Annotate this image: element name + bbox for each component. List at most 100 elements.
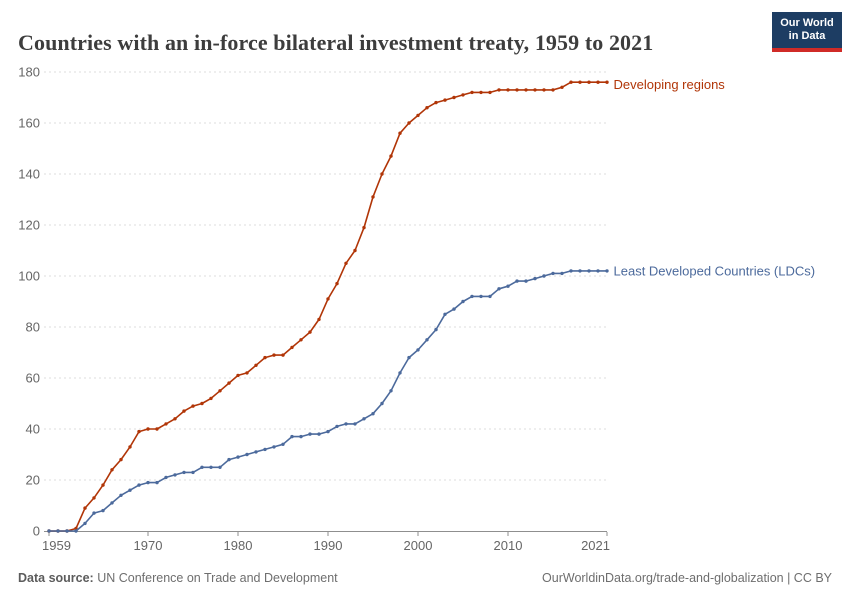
x-tick-label: 2021 xyxy=(581,538,610,553)
data-point xyxy=(47,529,51,533)
data-point xyxy=(434,100,438,105)
data-point xyxy=(245,452,249,457)
data-point xyxy=(92,511,96,515)
data-point xyxy=(488,90,492,95)
data-point xyxy=(101,483,105,487)
data-point xyxy=(119,493,123,497)
data-point xyxy=(155,480,159,485)
x-tick-label: 1980 xyxy=(224,538,253,553)
data-point xyxy=(533,88,537,92)
data-point xyxy=(524,88,528,92)
data-point xyxy=(182,470,186,475)
data-point xyxy=(560,85,564,90)
data-point xyxy=(452,307,456,311)
data-point xyxy=(335,424,339,429)
data-point xyxy=(290,434,294,439)
data-point xyxy=(578,269,582,273)
credit-link[interactable]: OurWorldinData.org/trade-and-globalizati… xyxy=(542,571,832,585)
series-label-least-developed-countries-ldcs: Least Developed Countries (LDCs) xyxy=(614,263,816,278)
series-developing-regions: Developing regions xyxy=(47,77,725,533)
data-point xyxy=(209,465,213,469)
data-point xyxy=(488,294,492,299)
data-point xyxy=(137,429,141,434)
data-point xyxy=(344,422,348,426)
data-point xyxy=(461,299,465,304)
data-point xyxy=(434,327,438,332)
data-point xyxy=(407,121,411,125)
data-point xyxy=(281,353,285,357)
y-tick-label: 40 xyxy=(26,422,40,437)
data-point xyxy=(398,371,402,375)
owid-logo-line1: Our World xyxy=(780,17,834,29)
data-point xyxy=(452,95,456,100)
data-point xyxy=(407,355,411,360)
data-point xyxy=(74,529,78,533)
y-axis-labels: 0 20 40 60 80 100 120 140 160 180 xyxy=(18,65,40,539)
data-point xyxy=(326,297,330,301)
data-point xyxy=(137,483,141,487)
data-point xyxy=(128,488,132,492)
series-line-developing-regions xyxy=(48,81,608,532)
x-axis-labels: 1959 1970 1980 1990 2000 2010 2021 xyxy=(42,538,610,553)
data-point xyxy=(542,274,546,278)
data-point xyxy=(164,475,168,480)
data-point xyxy=(272,445,276,449)
data-point xyxy=(200,401,204,406)
y-tick-label: 160 xyxy=(18,116,40,131)
data-point xyxy=(461,93,465,97)
y-tick-label: 60 xyxy=(26,371,40,386)
x-tick-label: 2010 xyxy=(494,538,523,553)
x-tick-label: 1970 xyxy=(134,538,163,553)
data-point xyxy=(596,80,600,84)
data-point xyxy=(308,330,312,334)
data-source-note: Data source: UN Conference on Trade and … xyxy=(18,571,338,585)
data-point xyxy=(236,373,240,378)
data-point xyxy=(272,353,276,357)
data-point xyxy=(506,284,510,288)
data-point xyxy=(281,442,285,446)
data-point xyxy=(587,269,591,273)
data-point xyxy=(479,294,483,299)
owid-logo[interactable]: Our World in Data xyxy=(772,12,842,52)
data-point xyxy=(587,80,591,84)
data-point xyxy=(389,389,393,393)
data-point xyxy=(515,279,519,283)
x-tick-label: 1959 xyxy=(42,538,71,553)
data-point xyxy=(470,294,474,299)
data-point xyxy=(83,521,87,526)
data-point xyxy=(605,269,609,273)
data-point xyxy=(578,80,582,84)
data-point xyxy=(425,338,429,342)
data-point xyxy=(155,427,159,431)
data-point xyxy=(254,450,258,454)
y-gridlines xyxy=(44,71,607,481)
data-point xyxy=(110,468,114,472)
data-point xyxy=(569,80,573,84)
y-tick-label: 120 xyxy=(18,218,40,233)
data-point xyxy=(380,401,384,406)
data-point xyxy=(551,271,555,276)
data-point xyxy=(371,412,375,416)
data-point xyxy=(506,88,510,92)
data-point xyxy=(524,279,528,283)
data-point xyxy=(416,348,420,352)
data-point xyxy=(605,80,609,84)
data-point xyxy=(497,287,501,291)
data-point xyxy=(569,269,573,273)
data-point xyxy=(308,432,312,436)
data-point xyxy=(479,90,483,95)
data-point xyxy=(335,281,339,286)
data-point xyxy=(398,131,402,135)
data-point xyxy=(110,501,114,505)
data-point xyxy=(182,409,186,413)
data-point xyxy=(317,317,321,322)
data-point xyxy=(209,396,213,401)
y-tick-label: 140 xyxy=(18,167,40,182)
series-line-least-developed-countries-ldcs xyxy=(48,270,608,532)
data-point xyxy=(362,225,366,230)
data-point xyxy=(236,455,240,459)
chart-footer: Data source: UN Conference on Trade and … xyxy=(18,570,832,586)
data-point xyxy=(263,355,267,360)
data-point xyxy=(227,457,231,462)
